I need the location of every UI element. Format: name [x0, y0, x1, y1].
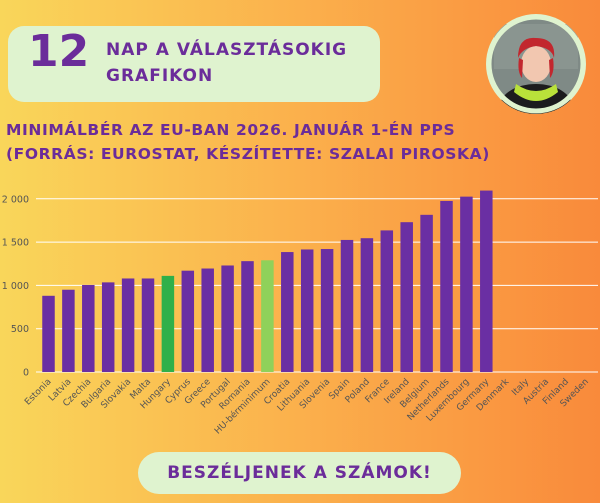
- bar-spain: [340, 239, 354, 372]
- bar-belgium: [420, 214, 433, 372]
- x-tick-label: Estonia: [23, 377, 54, 408]
- chart-title-line-1: MINIMÁLBÉR AZ EU-BAN 2026. JANUÁR 1-ÉN P…: [6, 121, 456, 139]
- bar-hu-b-rminimum: [261, 260, 274, 372]
- bar-luxembourg: [460, 196, 473, 372]
- bar-slovenia: [320, 249, 334, 372]
- bar-latvia: [62, 289, 75, 372]
- chart-title: MINIMÁLBÉR AZ EU-BAN 2026. JANUÁR 1-ÉN P…: [6, 118, 596, 166]
- footer-button: BESZÉLJENEK A SZÁMOK!: [138, 452, 461, 494]
- bar-estonia: [42, 295, 55, 372]
- y-tick-label: 2 000: [2, 194, 29, 205]
- bar-poland: [360, 238, 374, 372]
- bar-bulgaria: [101, 282, 115, 372]
- bar-croatia: [281, 252, 294, 372]
- y-tick-label: 1 500: [2, 238, 29, 249]
- bars: [42, 190, 493, 372]
- days-count: 12: [28, 26, 90, 77]
- bar-germany: [480, 190, 493, 372]
- y-tick-label: 0: [23, 368, 29, 379]
- header-line-1: NAP A VÁLASZTÁSOKIG: [106, 40, 348, 60]
- bar-chart: 0 500 1 000 1 500 2 000 EstoniaLatviaCzechia…: [2, 190, 598, 437]
- header-title: NAP A VÁLASZTÁSOKIG GRAFIKON: [106, 37, 347, 89]
- y-tick-label: 1 000: [2, 281, 29, 292]
- person-portrait-icon: [486, 14, 586, 114]
- bar-portugal: [221, 265, 234, 372]
- bar-czechia: [82, 284, 95, 372]
- bar-cyprus: [181, 270, 195, 372]
- bar-france: [380, 230, 394, 372]
- bar-romania: [241, 261, 254, 372]
- bar-ireland: [400, 222, 413, 372]
- bar-slovakia: [121, 278, 135, 372]
- header-line-2: GRAFIKON: [106, 66, 214, 86]
- bar-malta: [141, 278, 155, 372]
- chart-title-line-2: (FORRÁS: EUROSTAT, KÉSZÍTETTE: SZALAI PI…: [6, 145, 490, 163]
- grid-layer: [36, 198, 598, 373]
- footer-label: BESZÉLJENEK A SZÁMOK!: [167, 463, 432, 483]
- avatar: [486, 14, 586, 114]
- y-axis-ticks: 0 500 1 000 1 500 2 000: [2, 194, 29, 378]
- y-tick-label: 500: [11, 324, 29, 335]
- bar-netherlands: [440, 200, 453, 372]
- bar-greece: [201, 268, 214, 372]
- x-axis-labels: EstoniaLatviaCzechiaBulgariaSlovakiaMalt…: [23, 376, 591, 436]
- header-box: [8, 26, 380, 102]
- bar-hungary: [161, 275, 175, 372]
- bar-lithuania: [300, 249, 314, 372]
